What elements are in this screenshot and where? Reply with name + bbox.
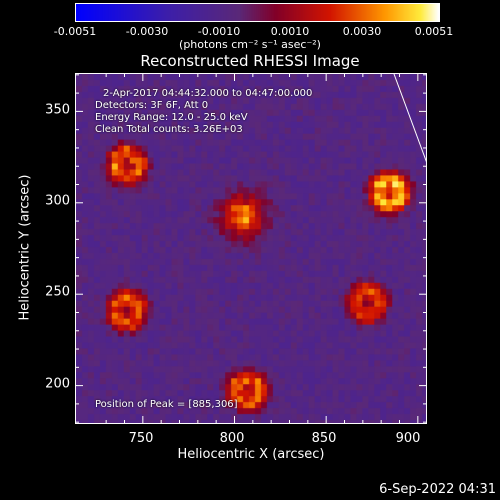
x-tick-label: 800 xyxy=(219,431,245,446)
timestamp-footer: 6-Sep-2022 04:31 xyxy=(379,482,496,497)
colorbar-unit: (photons cm⁻² s⁻¹ asec⁻²) xyxy=(179,38,321,51)
y-tick-label: 350 xyxy=(45,102,70,118)
chart-title: Reconstructed RHESSI Image xyxy=(140,52,360,70)
y-tick-label: 250 xyxy=(45,284,70,300)
annotation-time: 2-Apr-2017 04:44:32.000 to 04:47:00.000 xyxy=(103,88,313,99)
colorbar-tick: -0.0010 xyxy=(197,25,241,38)
x-axis-label: Heliocentric X (arcsec) xyxy=(177,447,325,462)
limb-line xyxy=(393,74,426,163)
colorbar-tick: -0.0030 xyxy=(125,25,169,38)
heatmap-image xyxy=(76,74,426,423)
plot-area: 2-Apr-2017 04:44:32.000 to 04:47:00.000 … xyxy=(75,73,427,424)
y-axis-label: Heliocentric Y (arcsec) xyxy=(17,174,33,321)
colorbar-tick: 0.0051 xyxy=(414,25,454,38)
peak-position-label: Position of Peak = [885,306] xyxy=(95,399,238,410)
annotation-counts: Clean Total counts: 3.26E+03 xyxy=(95,124,243,135)
y-tick-label: 300 xyxy=(45,193,70,209)
colorbar xyxy=(75,3,440,22)
annotation-detectors: Detectors: 3F 6F, Att 0 xyxy=(95,100,209,111)
y-tick-label: 200 xyxy=(45,376,70,392)
x-tick-label: 750 xyxy=(128,431,154,446)
x-tick-label: 850 xyxy=(311,431,337,446)
x-tick-label: 900 xyxy=(395,431,421,446)
colorbar-tick: -0.0051 xyxy=(53,25,97,38)
annotation-energy: Energy Range: 12.0 - 25.0 keV xyxy=(95,112,248,123)
colorbar-tick: 0.0030 xyxy=(342,25,382,38)
colorbar-tick: 0.0010 xyxy=(270,25,310,38)
